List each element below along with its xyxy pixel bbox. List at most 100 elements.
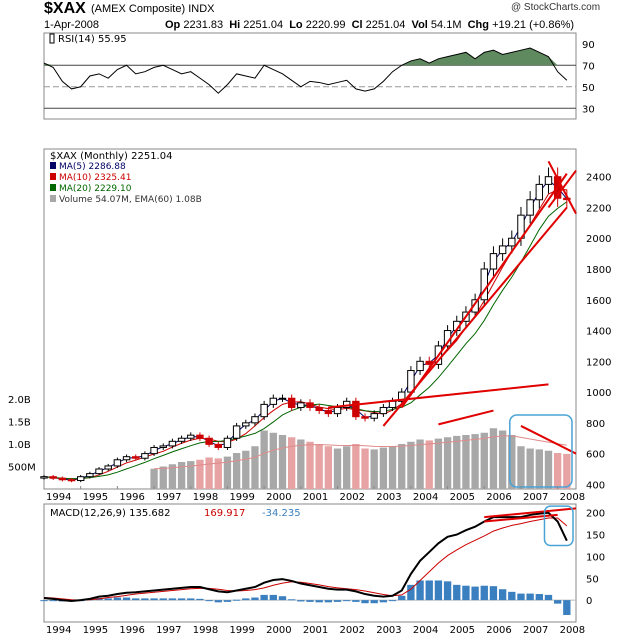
price-tick-label: 800 [586, 419, 605, 430]
macd-highlight-box [543, 505, 574, 547]
candle-body [242, 422, 250, 427]
volume-bar [443, 437, 452, 489]
volume-bar [508, 435, 516, 489]
volume-bar [352, 444, 360, 489]
rsi-overbought-fill [44, 48, 567, 66]
macd-trendline-top [484, 507, 577, 519]
rsi-panel-frame [43, 32, 577, 120]
trendline-volume-fall [520, 425, 577, 455]
macd-histogram-bar [535, 594, 543, 601]
candle-body [544, 176, 553, 185]
rsi-tick-label: 30 [582, 104, 595, 115]
price-panel-frame [43, 148, 577, 490]
macd-histogram-bar [214, 600, 222, 603]
rsi-legend-swatch [49, 33, 55, 44]
macd-histogram-bar [159, 598, 167, 601]
macd-histogram-bar [287, 599, 296, 601]
macd-histogram-bar [113, 597, 122, 601]
macd-histogram-bar [49, 600, 57, 602]
macd-legend-signal: 169.917 [204, 508, 245, 519]
rsi-tick-label: 70 [582, 61, 595, 72]
macd-legend-hist: -34.235 [262, 508, 301, 519]
ma5-legend: MA(5) 2286.88 [59, 162, 126, 172]
volume-bar [196, 459, 204, 489]
macd-histogram-bar [361, 600, 369, 604]
volume-bar [269, 432, 277, 489]
macd-histogram-bar [242, 598, 250, 601]
macd-x-tick-label: 1994 [46, 625, 71, 636]
vol-value: 54.1M [430, 19, 462, 31]
candle-body [535, 183, 544, 201]
trendline-volume-rise [438, 409, 494, 426]
vol-label: Vol [411, 19, 428, 31]
volume-swatch [50, 195, 56, 202]
volume-bar [370, 449, 378, 489]
candle-body [333, 406, 342, 415]
price-x-tick-label: 1997 [156, 492, 181, 503]
open-label: Op [165, 19, 181, 31]
volume-tick-label: 2.0B [8, 395, 31, 406]
candle-body [132, 456, 140, 459]
price-x-tick-label: 2007 [523, 492, 548, 503]
rsi-legend: RSI(14) 55.95 [58, 34, 127, 45]
volume-legend: Volume 54.07M, EMA(60) 1.08B [59, 195, 202, 205]
ma5-line [43, 179, 568, 481]
candle-body [370, 413, 378, 419]
candle-body [260, 403, 268, 418]
macd-histogram-bar [205, 600, 213, 602]
volume-bar [526, 448, 534, 489]
chg-value: +19.21 (+0.86%) [492, 19, 575, 31]
macd-histogram-bar [251, 597, 259, 601]
candle-body [379, 406, 388, 415]
volume-bar [517, 446, 525, 489]
macd-histogram-bar [553, 600, 562, 604]
macd-histogram-bar [434, 580, 443, 601]
chg-label: Chg [467, 19, 489, 31]
macd-histogram-bar [517, 593, 525, 601]
volume-tick-label: 1.0B [8, 440, 31, 451]
price-x-tick-label: 1995 [83, 492, 108, 503]
candle-body [86, 473, 94, 478]
macd-x-tick-label: 2006 [486, 625, 511, 636]
macd-histogram-bar [187, 598, 195, 601]
volume-bar [425, 440, 433, 489]
candle-body [122, 456, 131, 461]
volume-bar [159, 466, 167, 489]
candle-body [223, 437, 232, 448]
candle-body [526, 199, 534, 216]
candle-body [113, 459, 122, 467]
price-x-tick-label: 2003 [376, 492, 401, 503]
macd-histogram-bar [278, 596, 287, 601]
price-x-tick-label: 2001 [303, 492, 328, 503]
price-tick-label: 2000 [586, 234, 611, 245]
macd-histogram-bar [453, 584, 461, 601]
volume-bar [388, 446, 397, 489]
volume-bar [379, 447, 388, 489]
rsi-line [43, 47, 568, 94]
volume-bar [553, 453, 562, 489]
ma10-line [43, 189, 567, 480]
volume-bar [480, 432, 488, 489]
macd-line [43, 511, 568, 603]
volume-highlight-box [509, 414, 573, 488]
candle-body [498, 245, 507, 255]
candle-body [58, 477, 67, 481]
candle-body [489, 253, 498, 270]
quote-line: Op 2231.83 Hi 2251.04 Lo 2220.99 Cl 2251… [165, 19, 574, 31]
price-x-tick-label: 2006 [486, 492, 511, 503]
candle-body [177, 437, 186, 442]
candle-body [352, 400, 360, 418]
macd-signal-line [43, 517, 568, 601]
rsi-layer: 90 70 50 30 [43, 40, 595, 115]
macd-histogram-bar [462, 585, 470, 601]
candle-body [49, 476, 57, 479]
rsi-tick-label: 50 [582, 83, 595, 94]
macd-histogram-bar [563, 600, 571, 616]
price-tick-label: 1200 [586, 357, 611, 368]
price-x-tick-label: 1994 [46, 492, 71, 503]
volume-bar [223, 456, 232, 489]
ma10-swatch [50, 173, 56, 180]
macd-histogram-bar [306, 600, 314, 602]
candle-body [287, 397, 296, 408]
